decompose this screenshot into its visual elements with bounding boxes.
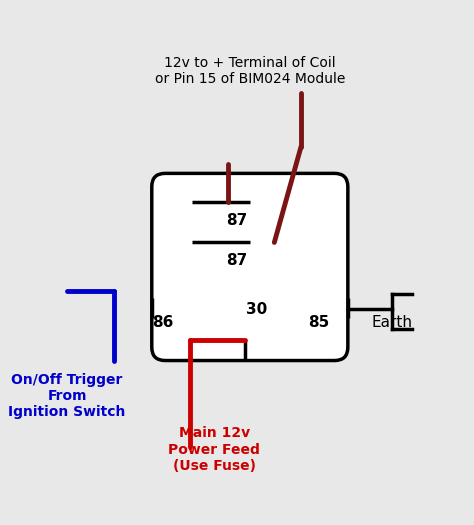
Text: 12v to + Terminal of Coil
or Pin 15 of BIM024 Module: 12v to + Terminal of Coil or Pin 15 of B… [155,56,345,86]
FancyBboxPatch shape [152,173,348,361]
Text: 30: 30 [246,302,267,317]
Text: 86: 86 [152,315,173,330]
Text: Earth: Earth [372,315,413,330]
Text: Main 12v
Power Feed
(Use Fuse): Main 12v Power Feed (Use Fuse) [168,426,260,473]
Text: On/Off Trigger
From
Ignition Switch: On/Off Trigger From Ignition Switch [9,373,126,419]
Text: 87: 87 [226,213,247,228]
Text: 85: 85 [308,315,329,330]
Text: 87: 87 [226,253,247,268]
